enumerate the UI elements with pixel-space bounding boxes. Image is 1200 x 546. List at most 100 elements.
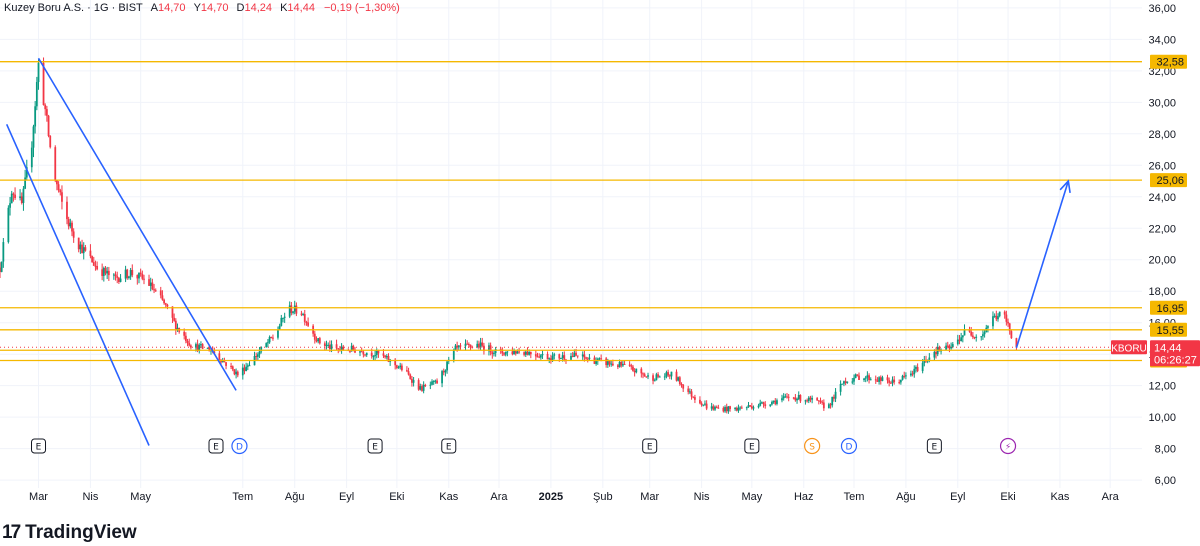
candle-body: [119, 278, 122, 282]
earnings-event-icon: [208, 438, 224, 454]
candle-body: [479, 342, 482, 348]
candle-body: [799, 395, 802, 402]
candle-body: [757, 405, 760, 408]
candle-body: [72, 231, 75, 238]
candle-body: [663, 376, 666, 378]
candle-body: [772, 400, 775, 402]
candle-body: [692, 396, 695, 398]
symbol-title: Kuzey Boru A.S. · 1G · BIST: [4, 2, 143, 14]
price-axis[interactable]: 6,008,0010,0012,0014,0016,0018,0020,0022…: [1111, 3, 1200, 487]
candle-body: [687, 388, 690, 392]
candle-body: [270, 336, 273, 338]
candle-body: [503, 353, 505, 355]
candle-body: [315, 339, 318, 342]
x-tick-label: May: [741, 491, 762, 503]
event-marker-label: E: [446, 443, 452, 453]
candle-body: [539, 355, 542, 358]
candle-body: [37, 62, 40, 83]
candle-body: [283, 316, 286, 318]
trend-lines: [5, 57, 1071, 446]
candle-body: [891, 379, 894, 384]
candle-body: [116, 276, 119, 278]
x-tick-label: Ağu: [285, 491, 305, 503]
candle-body: [350, 345, 353, 352]
candle-body: [987, 326, 989, 328]
candle-body: [77, 237, 80, 250]
candle-body: [349, 350, 351, 352]
level-tag: [1150, 173, 1187, 188]
candle-body: [96, 266, 99, 270]
candle-body: [32, 126, 35, 148]
x-tick-label: Eyl: [950, 491, 965, 503]
candle-body: [863, 378, 865, 381]
candle-body: [42, 62, 45, 106]
candle-body: [561, 355, 564, 358]
candle-body: [84, 247, 87, 251]
candle-body: [958, 339, 961, 342]
grid: [0, 0, 1142, 488]
candle-body: [174, 320, 177, 331]
candle-body: [856, 374, 859, 376]
candle-body: [938, 347, 941, 352]
candle-body: [154, 290, 157, 292]
candle-body: [866, 375, 869, 378]
candle-body: [787, 396, 790, 398]
candle-body: [759, 402, 762, 406]
candle-body: [558, 354, 561, 359]
candle-body: [874, 379, 877, 381]
candle-body: [667, 372, 670, 376]
candle-body: [652, 375, 654, 381]
candle-body: [796, 398, 798, 401]
candle-body: [20, 196, 23, 203]
y-tick-label: 36,00: [1148, 3, 1176, 15]
candle-body: [951, 344, 954, 348]
candle-body: [950, 347, 953, 349]
candle-body: [1010, 331, 1013, 339]
candle-body: [501, 349, 504, 354]
candle-body: [163, 299, 165, 304]
candle-body: [235, 371, 238, 375]
candle-body: [831, 396, 834, 406]
candles: [0, 57, 1018, 414]
candle-body: [705, 403, 708, 409]
time-axis[interactable]: Mar Nis May Tem Ağu Eyl Eki Kas Ara 2025 Şub Mar Nis…: [29, 491, 1120, 503]
brand-name: TradingView: [25, 522, 137, 543]
candle-body: [446, 361, 448, 371]
x-tick-label: Ağu: [896, 491, 916, 503]
candle-body: [506, 351, 509, 353]
low-value: 14,24: [244, 2, 272, 14]
candle-body: [104, 267, 107, 274]
event-marker-label: E: [647, 443, 653, 453]
candle-body: [45, 109, 48, 116]
candle-body: [201, 344, 204, 349]
candle-body: [858, 375, 860, 381]
candle-body: [804, 400, 807, 402]
earnings-event-icon: [926, 438, 942, 454]
candle-body: [173, 317, 176, 321]
candle-body: [409, 374, 412, 379]
candle-body: [553, 354, 556, 356]
candle-body: [992, 316, 994, 327]
candle-body: [968, 329, 971, 332]
candle-body: [56, 180, 58, 185]
candle-body: [904, 375, 907, 377]
event-marker-label: E: [932, 443, 938, 453]
candle-body: [910, 373, 912, 376]
candle-body: [571, 355, 574, 357]
level-tag: [1150, 322, 1187, 337]
candle-body: [699, 399, 701, 404]
candle-body: [829, 404, 832, 406]
candle-body: [317, 338, 320, 342]
candle-body: [653, 380, 656, 382]
candle-body: [655, 374, 658, 381]
candle-body: [960, 337, 963, 342]
candle-body: [806, 400, 809, 402]
candle-body: [268, 336, 271, 343]
candle-body: [189, 345, 192, 348]
x-tick-label: Tem: [232, 491, 253, 503]
candle-body: [342, 346, 345, 350]
candle-body: [817, 400, 820, 402]
tradingview-brand[interactable]: 17 TradingView: [2, 522, 137, 544]
candle-body: [292, 311, 294, 313]
